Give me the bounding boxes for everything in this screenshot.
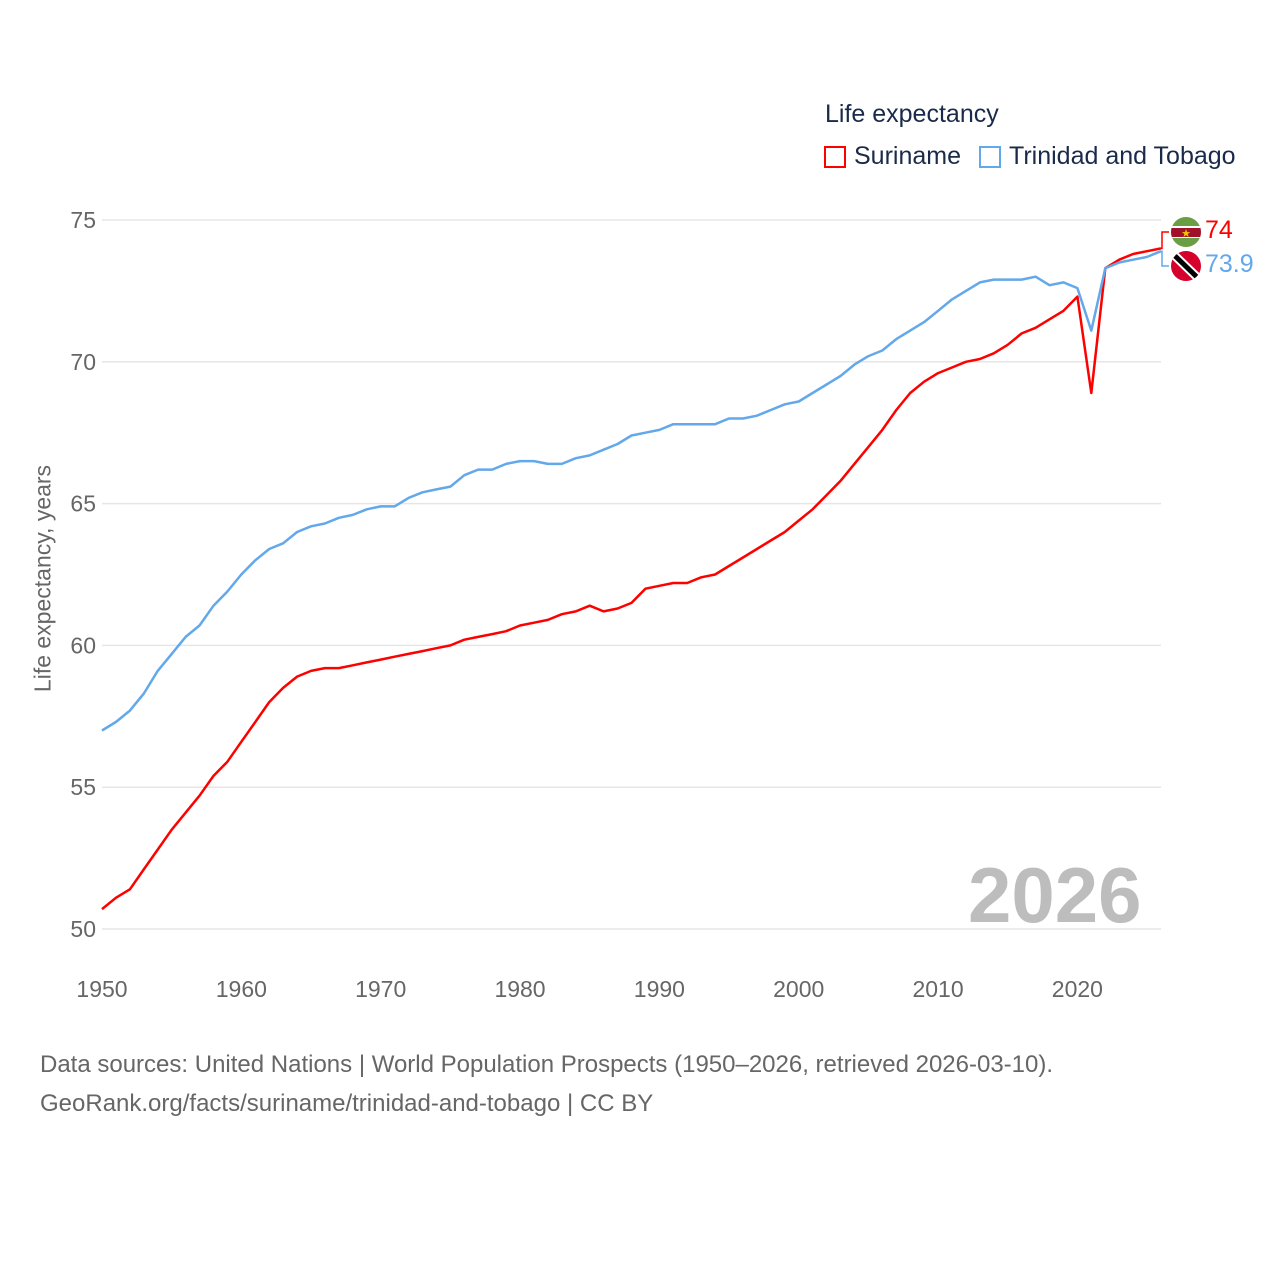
x-tick-label: 2000 [773,976,824,1002]
suriname-flag-icon: ★ [1171,217,1201,247]
legend-swatch-trinidad [979,145,1001,168]
legend-item-trinidad[interactable]: Trinidad and Tobago [979,142,1236,171]
footer: Data sources: United Nations | World Pop… [40,1045,1053,1123]
footer-link[interactable]: GeoRank.org/facts/suriname/trinidad-and-… [40,1090,654,1117]
legend-title: Life expectancy [825,100,999,128]
y-tick-label: 65 [70,491,96,517]
legend-item-suriname[interactable]: Suriname [824,142,961,171]
legend-label: Suriname [854,142,961,170]
end-label-trinidad: 73.9 [1205,250,1254,278]
x-tick-label: 2010 [912,976,963,1002]
y-tick-label: 60 [70,632,96,658]
trinidad-flag-icon [1171,251,1201,281]
x-tick-label: 1960 [216,976,267,1002]
flag-star: ★ [1181,228,1191,240]
series-line-trinidad-and-tobago [101,250,1162,732]
y-tick-label: 55 [70,774,96,800]
x-tick-label: 1980 [494,976,545,1002]
y-tick-label: 70 [70,349,96,375]
label-connector [1161,250,1169,267]
year-watermark: 2026 [968,851,1142,939]
x-tick-label: 1990 [634,976,685,1002]
y-tick-label: 75 [70,207,96,233]
end-label-suriname: 74 [1205,216,1233,244]
x-tick-label: 2020 [1052,976,1103,1002]
y-tick-label: 50 [70,916,96,942]
x-tick-label: 1970 [355,976,406,1002]
legend: Suriname Trinidad and Tobago [824,142,1254,171]
label-connector [1161,231,1169,250]
x-tick-label: 1950 [76,976,127,1002]
footer-sources: Data sources: United Nations | World Pop… [40,1051,1054,1078]
legend-label: Trinidad and Tobago [1009,142,1236,170]
flag-band [1171,251,1201,281]
legend-swatch-suriname [824,145,846,168]
series-line-suriname [101,247,1162,911]
flag-stripe [1171,228,1201,237]
y-axis-label: Life expectancy, years [29,464,56,693]
